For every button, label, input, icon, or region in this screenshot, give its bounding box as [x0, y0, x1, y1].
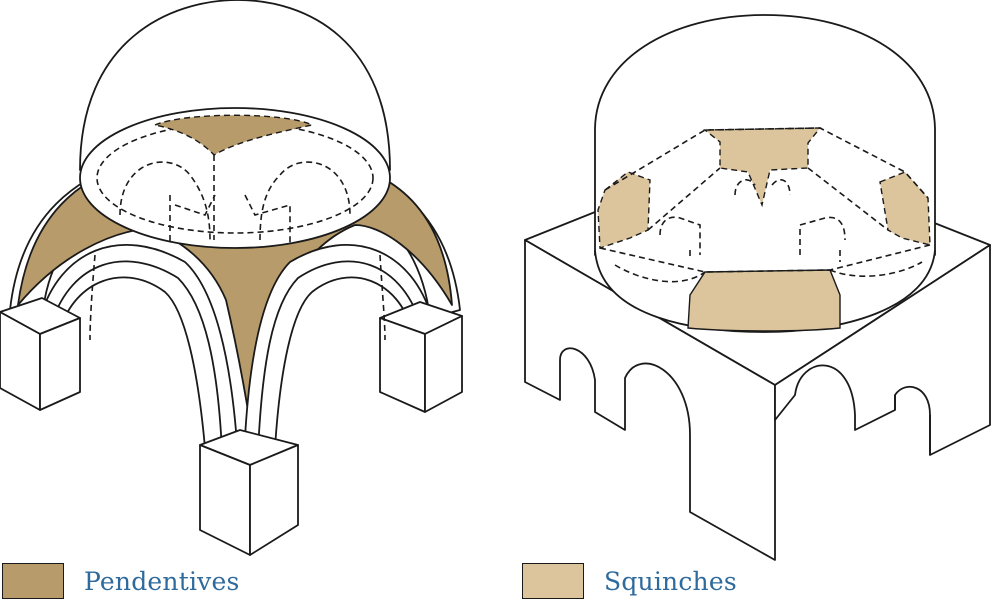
- left-pier: [0, 297, 81, 411]
- legend-pendentives: Pendentives: [2, 563, 239, 599]
- right-face-arch-lines: [894, 395, 931, 455]
- front-pier: [199, 429, 299, 556]
- pendentive-dome-figure: [0, 0, 463, 556]
- octagon-upper-rim: [604, 127, 929, 199]
- squinch-dome-figure: [524, 14, 991, 561]
- right-pier: [379, 301, 463, 413]
- squinch-front: [687, 269, 841, 332]
- front-left-arch-inner-line: [51, 260, 223, 453]
- pendentives-label: Pendentives: [84, 566, 240, 596]
- pendentive-back-visible: [152, 114, 315, 156]
- squinches-label: Squinches: [604, 566, 737, 596]
- cube-right-face: [774, 244, 991, 456]
- octagon-lower-rim: [599, 244, 931, 273]
- pendentives-swatch: [2, 563, 64, 599]
- octagon-inner-ring: [614, 167, 923, 283]
- legend-squinches: Squinches: [522, 563, 737, 599]
- squinch-hidden-arches: [659, 179, 846, 262]
- pendentive-dome-base: [79, 107, 391, 249]
- hidden-arch-lines: [89, 155, 386, 341]
- squinch-back: [703, 127, 822, 208]
- squinches-swatch: [522, 563, 584, 599]
- cube-left-face: [524, 239, 776, 561]
- front-right-arch-inner-line: [257, 260, 421, 453]
